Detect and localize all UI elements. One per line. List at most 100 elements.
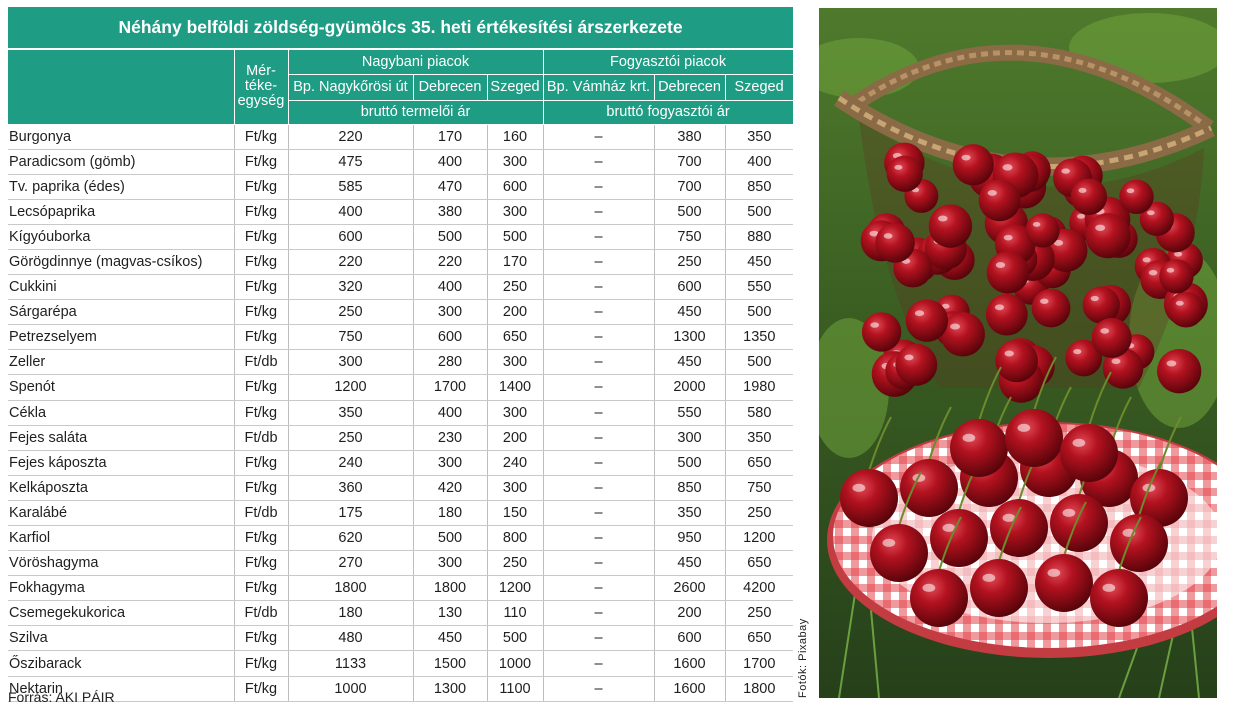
price-cell: 280: [413, 349, 488, 376]
price-cell: –: [543, 600, 655, 627]
price-cell: –: [543, 149, 655, 175]
wholesale-markets-header: Nagybani piacok: [287, 48, 544, 75]
price-cell: 1400: [487, 374, 544, 401]
table-row: Cékla Ft/kg 350 400 300–550 580: [8, 400, 794, 426]
price-cell: 250: [487, 274, 544, 301]
price-cell: 1600: [654, 650, 726, 677]
price-cell: 1350: [725, 324, 794, 351]
price-cell: –: [543, 349, 655, 376]
product-name: Fejes káposzta: [8, 450, 235, 476]
price-cell: –: [543, 124, 655, 150]
price-cell: 1133: [288, 650, 414, 677]
price-cell: 180: [413, 500, 488, 527]
market-header-szeged-consumer: Szeged: [724, 73, 794, 101]
price-cell: 400: [413, 149, 488, 175]
price-cell: 450: [654, 349, 726, 376]
price-cell: 600: [288, 224, 414, 250]
price-cell: 240: [288, 450, 414, 476]
price-cell: 1980: [725, 374, 794, 401]
table-row: Őszibarack Ft/kg 1133 1500 1000–1600 1700: [8, 650, 794, 677]
price-cell: 450: [654, 550, 726, 577]
unit-cell: Ft/kg: [234, 324, 289, 351]
price-cell: 220: [288, 124, 414, 150]
price-cell: 110: [487, 600, 544, 627]
table-row: Szilva Ft/kg 480 450 500–600 650: [8, 625, 794, 652]
market-header-debrecen-wholesale: Debrecen: [412, 73, 488, 101]
unit-cell: Ft/kg: [234, 174, 289, 200]
producer-price-header: bruttó termelői ár: [287, 99, 544, 125]
price-cell: 420: [413, 475, 488, 501]
unit-cell: Ft/db: [234, 500, 289, 527]
price-cell: –: [543, 575, 655, 602]
price-cell: 650: [487, 324, 544, 351]
cherry: [985, 293, 1028, 336]
price-cell: 175: [288, 500, 414, 527]
price-cell: 500: [654, 199, 726, 225]
cherry: [900, 459, 958, 517]
product-name: Zeller: [8, 349, 235, 376]
unit-cell: Ft/kg: [234, 450, 289, 476]
price-cell: 1200: [288, 374, 414, 401]
price-table: Néhány belföldi zöldség-gyümölcs 35. het…: [8, 7, 794, 702]
price-cell: –: [543, 525, 655, 552]
cherry: [840, 469, 898, 527]
price-cell: 250: [487, 550, 544, 577]
table-row: Paradicsom (gömb) Ft/kg 475 400 300–700 400: [8, 149, 794, 175]
table-row: Fejes káposzta Ft/kg 240 300 240–500 650: [8, 450, 794, 476]
price-cell: 350: [725, 124, 794, 150]
source-note: Forrás: AKI PÁIR: [8, 689, 115, 705]
price-cell: 1600: [654, 676, 726, 702]
price-cell: 1800: [288, 575, 414, 602]
consumer-price-header: bruttó fogyasztói ár: [542, 99, 794, 125]
price-cell: 150: [487, 500, 544, 527]
price-cell: 500: [725, 199, 794, 225]
cherry: [1060, 424, 1118, 482]
unit-cell: Ft/db: [234, 600, 289, 627]
price-cell: 500: [725, 349, 794, 376]
unit-cell: Ft/kg: [234, 274, 289, 301]
price-cell: –: [543, 450, 655, 476]
price-cell: 200: [654, 600, 726, 627]
price-cell: 600: [487, 174, 544, 200]
price-cell: 850: [725, 174, 794, 200]
price-cell: 1200: [487, 575, 544, 602]
price-cell: 220: [413, 249, 488, 276]
cherry: [886, 155, 923, 192]
unit-cell: Ft/kg: [234, 400, 289, 426]
price-cell: 1300: [413, 676, 488, 702]
price-cell: –: [543, 224, 655, 250]
cherry: [1050, 494, 1108, 552]
market-header-szeged-wholesale: Szeged: [486, 73, 544, 101]
product-name: Görögdinnye (magvas-csíkos): [8, 249, 235, 276]
price-cell: 750: [725, 475, 794, 501]
price-cell: 1100: [487, 676, 544, 702]
table-title: Néhány belföldi zöldség-gyümölcs 35. het…: [8, 7, 794, 50]
price-cell: 1000: [288, 676, 414, 702]
cherry: [870, 524, 928, 582]
price-cell: 300: [487, 349, 544, 376]
price-cell: 300: [487, 199, 544, 225]
price-cell: 300: [413, 299, 488, 326]
cherry: [978, 179, 1021, 222]
price-cell: 1700: [725, 650, 794, 677]
price-cell: –: [543, 625, 655, 652]
price-cell: 580: [725, 400, 794, 426]
cherry: [928, 204, 973, 248]
price-cell: 1800: [725, 676, 794, 702]
table-row: Fejes saláta Ft/db 250 230 200–300 350: [8, 425, 794, 451]
unit-cell: Ft/kg: [234, 374, 289, 401]
price-cell: 250: [288, 299, 414, 326]
table-row: Tv. paprika (édes) Ft/kg 585 470 600–700 850: [8, 174, 794, 200]
price-cell: 200: [487, 425, 544, 451]
price-cell: 170: [413, 124, 488, 150]
product-name: Cékla: [8, 400, 235, 426]
price-cell: 250: [288, 425, 414, 451]
price-cell: –: [543, 676, 655, 702]
table-body: Burgonya Ft/kg 220 170 160–380 350 Paradicsom …: [8, 124, 794, 702]
market-header-bp-vamhaz: Bp. Vámház krt.: [542, 73, 655, 101]
price-cell: 500: [413, 224, 488, 250]
product-name: Kígyóuborka: [8, 224, 235, 250]
unit-cell: Ft/kg: [234, 199, 289, 225]
product-name: Őszibarack: [8, 650, 235, 677]
cherry: [905, 299, 949, 342]
